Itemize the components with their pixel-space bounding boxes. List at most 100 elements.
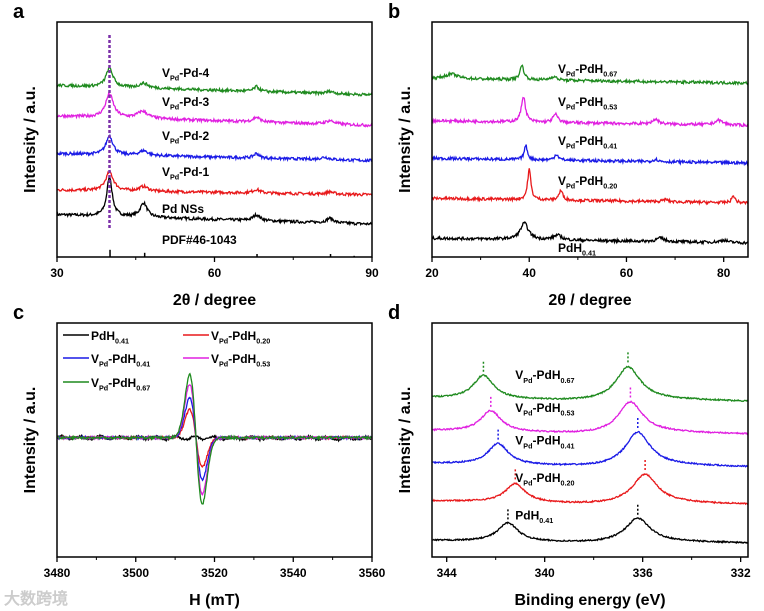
label-part: V xyxy=(515,368,523,382)
label-part: 0.20 xyxy=(256,337,270,346)
label-part: -PdH xyxy=(575,174,603,188)
series-line-PdH0.41 xyxy=(431,517,749,545)
label-part: Pd xyxy=(219,360,228,369)
x-tick-label: 3480 xyxy=(44,566,71,580)
label-part: Pd xyxy=(566,103,575,112)
legend-label: PdH0.41 xyxy=(91,329,129,346)
watermark: 大数跨境 xyxy=(4,591,69,608)
series-label: VPd-Pd-4 xyxy=(162,66,210,83)
panel-letter: b xyxy=(388,1,400,23)
label-part: -PdH xyxy=(575,62,603,76)
label-part: Pd xyxy=(170,74,179,83)
series-line-VPd-PdH0.67 xyxy=(431,64,749,86)
x-tick-label: 3500 xyxy=(122,566,149,580)
label-part: Pd xyxy=(219,337,228,346)
x-tick-label: 40 xyxy=(523,266,537,280)
axes-frame xyxy=(431,322,749,558)
label-part: V xyxy=(515,471,523,485)
series-label: VPd-PdH0.20 xyxy=(515,471,574,488)
series-line-PdH0.41 xyxy=(431,220,749,246)
y-axis-label: Intensity / a.u. xyxy=(22,86,39,193)
panel-b: b 20 40 60 80 2θ / degree Intensity / a.u. xyxy=(388,1,749,309)
series-line-VPd-Pd-2 xyxy=(56,133,373,164)
label-part: -PdH xyxy=(228,329,256,343)
label-part: 0.67 xyxy=(136,384,150,393)
label-part: Pd xyxy=(566,182,575,191)
series-line-VPd-PdH0.20 xyxy=(431,473,749,506)
series-label: VPd-Pd-1 xyxy=(162,165,210,182)
panel-a: a PDF#46-1043 30 60 90 2θ / degree Intensity /… xyxy=(13,1,379,309)
label-part: 0.20 xyxy=(560,479,574,488)
label-part: V xyxy=(91,376,99,390)
label-part: V xyxy=(558,134,566,148)
x-tick-label: 332 xyxy=(731,566,751,580)
label-part: 0.41 xyxy=(582,249,596,258)
x-tick-label: 30 xyxy=(50,266,64,280)
series-label: Pd NSs xyxy=(162,202,204,216)
label-part: V xyxy=(162,165,170,179)
panel-d: d 344 340 336 332 Binding energy (eV) Intensit… xyxy=(388,302,751,609)
x-tick-label: 90 xyxy=(365,266,379,280)
series-label: PdH0.41 xyxy=(515,509,553,526)
label-part: 0.20 xyxy=(603,182,617,191)
x-axis-label: 2θ / degree xyxy=(173,292,256,309)
series-line-VPd-PdH0.67 xyxy=(56,372,373,505)
label-part: -PdH xyxy=(575,134,603,148)
label-part: Pd NSs xyxy=(162,202,204,216)
y-axis-label: Intensity / a.u. xyxy=(397,86,414,193)
label-part: Pd xyxy=(523,409,532,418)
label-part: V xyxy=(211,329,219,343)
x-axis-label: Binding energy (eV) xyxy=(514,592,665,609)
label-part: V xyxy=(515,434,523,448)
label-part: Pd xyxy=(170,103,179,112)
label-part: Pd xyxy=(523,376,532,385)
x-axis-label: H (mT) xyxy=(189,592,240,609)
label-part: V xyxy=(91,352,99,366)
label-part: Pd xyxy=(566,70,575,79)
series-label: VPd-PdH0.53 xyxy=(558,95,617,112)
label-part: Pd xyxy=(99,384,108,393)
label-part: -PdH xyxy=(108,352,136,366)
x-tick-label: 3520 xyxy=(201,566,228,580)
panel-letter: a xyxy=(13,1,25,23)
label-part: 0.53 xyxy=(603,103,617,112)
x-tick-label: 344 xyxy=(437,566,457,580)
label-part: PdH xyxy=(558,241,582,255)
label-part: V xyxy=(558,174,566,188)
label-part: -PdH xyxy=(108,376,136,390)
axes-frame xyxy=(431,21,749,258)
label-part: V xyxy=(211,352,219,366)
label-part: 0.41 xyxy=(603,142,617,151)
x-tick-label: 340 xyxy=(535,566,555,580)
label-part: Pd xyxy=(566,142,575,151)
series-line-VPd-PdH0.53 xyxy=(431,96,749,128)
label-part: 0.67 xyxy=(603,70,617,79)
series-label: VPd-PdH0.67 xyxy=(515,368,574,385)
y-axis-label: Intensity / a.u. xyxy=(397,387,414,494)
label-part: 0.41 xyxy=(539,516,553,525)
series-line-VPd-PdH0.67 xyxy=(431,365,749,403)
label-part: 0.53 xyxy=(256,360,270,369)
series-line-VPd-Pd-3 xyxy=(56,91,373,128)
series-line-VPd-PdH0.53 xyxy=(431,400,749,436)
panel-letter: d xyxy=(388,302,400,324)
label-part: V xyxy=(162,129,170,143)
series-label: PdH0.41 xyxy=(558,241,596,258)
label-part: V xyxy=(162,66,170,80)
label-part: 0.41 xyxy=(115,337,129,346)
series-line-VPd-Pd-1 xyxy=(56,169,373,198)
label-part: -PdH xyxy=(532,401,560,415)
x-axis-label: 2θ / degree xyxy=(548,292,631,309)
label-part: 0.41 xyxy=(560,441,574,450)
panel-c: c 3480 3500 3520 3540 3560 H (mT) Intensity / a… xyxy=(13,302,386,609)
series-label: VPd-PdH0.41 xyxy=(558,134,617,151)
label-part: -PdH xyxy=(575,95,603,109)
label-part: 0.41 xyxy=(136,360,150,369)
x-tick-label: 60 xyxy=(208,266,222,280)
label-part: -Pd-3 xyxy=(179,95,209,109)
series-label: VPd-PdH0.20 xyxy=(558,174,617,191)
label-part: -PdH xyxy=(228,352,256,366)
reference-label: PDF#46-1043 xyxy=(162,233,237,247)
y-axis-label: Intensity / a.u. xyxy=(22,387,39,494)
x-tick-label: 3560 xyxy=(359,566,386,580)
